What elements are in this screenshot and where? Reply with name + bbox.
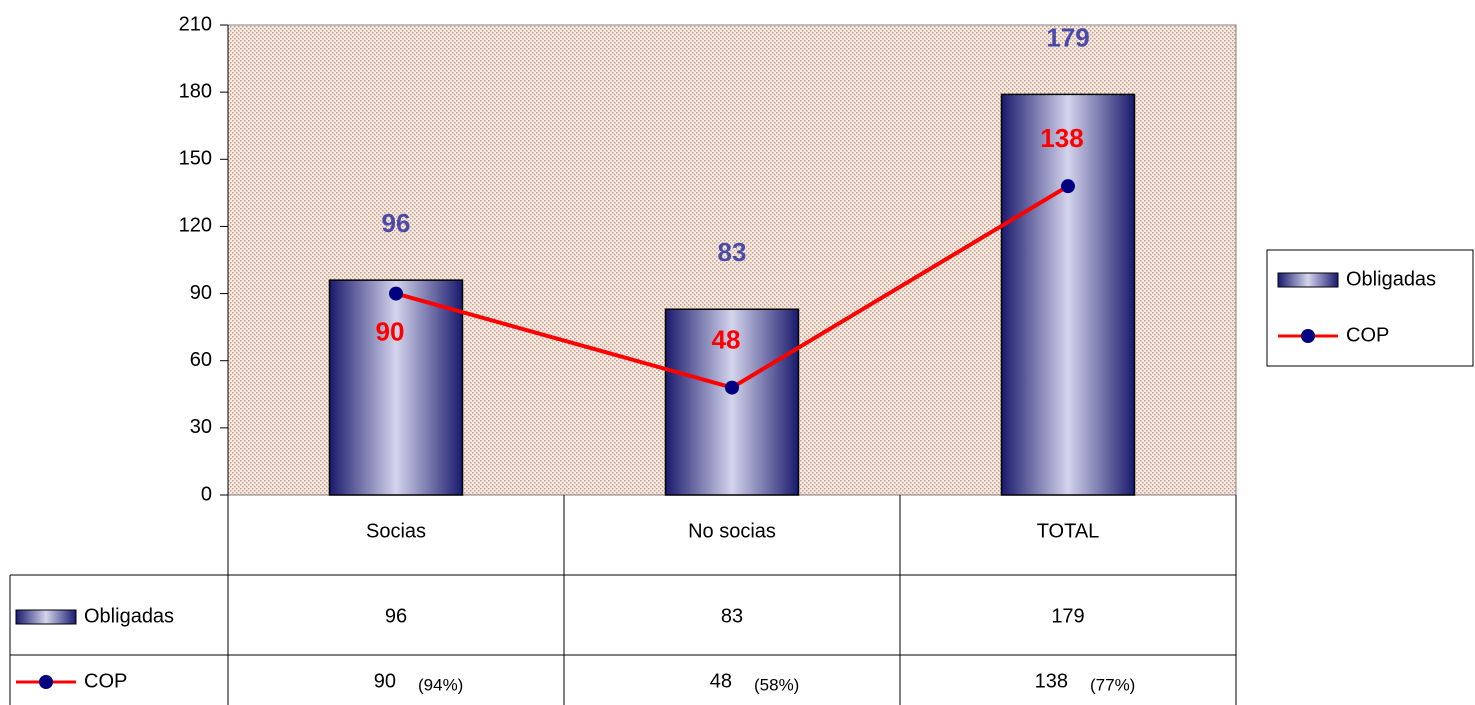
table-value: 138: [1035, 670, 1068, 692]
y-tick-label: 120: [179, 215, 212, 237]
legend-box: [1266, 249, 1474, 367]
table-share: (58%): [754, 675, 799, 694]
table-row-label: COP: [84, 670, 127, 692]
table-share: (77%): [1090, 675, 1135, 694]
y-tick-label: 90: [190, 282, 212, 304]
table-value: 83: [721, 605, 743, 627]
table-value: 96: [385, 605, 407, 627]
table-share: (94%): [418, 675, 463, 694]
x-tick-label: Socias: [366, 520, 426, 542]
line-value-label: 90: [376, 316, 405, 346]
line-value-label: 48: [712, 324, 741, 354]
legend-bar-key: [1277, 272, 1339, 288]
table-value: 48: [710, 670, 732, 692]
table-row-label: Obligadas: [84, 605, 174, 627]
bar-value-label: 83: [718, 237, 747, 267]
line-marker: [725, 380, 739, 395]
line-marker: [1061, 179, 1075, 194]
x-tick-label: TOTAL: [1037, 520, 1100, 542]
legend-label: Obligadas: [1346, 268, 1436, 290]
y-tick-label: 180: [179, 80, 212, 102]
legend-bar-key: [15, 609, 77, 625]
y-tick-label: 0: [201, 483, 212, 505]
y-tick-label: 210: [179, 13, 212, 35]
y-tick-label: 30: [190, 416, 212, 438]
bar: [1000, 93, 1136, 496]
bar-value-label: 179: [1046, 22, 1089, 52]
legend-marker-key: [39, 675, 53, 689]
table-value: 179: [1051, 605, 1084, 627]
legend-label: COP: [1346, 324, 1389, 346]
line-marker: [389, 286, 403, 301]
y-tick-label: 150: [179, 148, 212, 170]
table-value: 90: [374, 670, 396, 692]
y-tick-label: 60: [190, 349, 212, 371]
legend-marker-key: [1301, 329, 1315, 343]
bar: [328, 279, 464, 496]
bar: [664, 308, 800, 496]
x-tick-label: No socias: [688, 520, 776, 542]
line-value-label: 138: [1040, 123, 1083, 153]
bar-value-label: 96: [382, 208, 411, 238]
